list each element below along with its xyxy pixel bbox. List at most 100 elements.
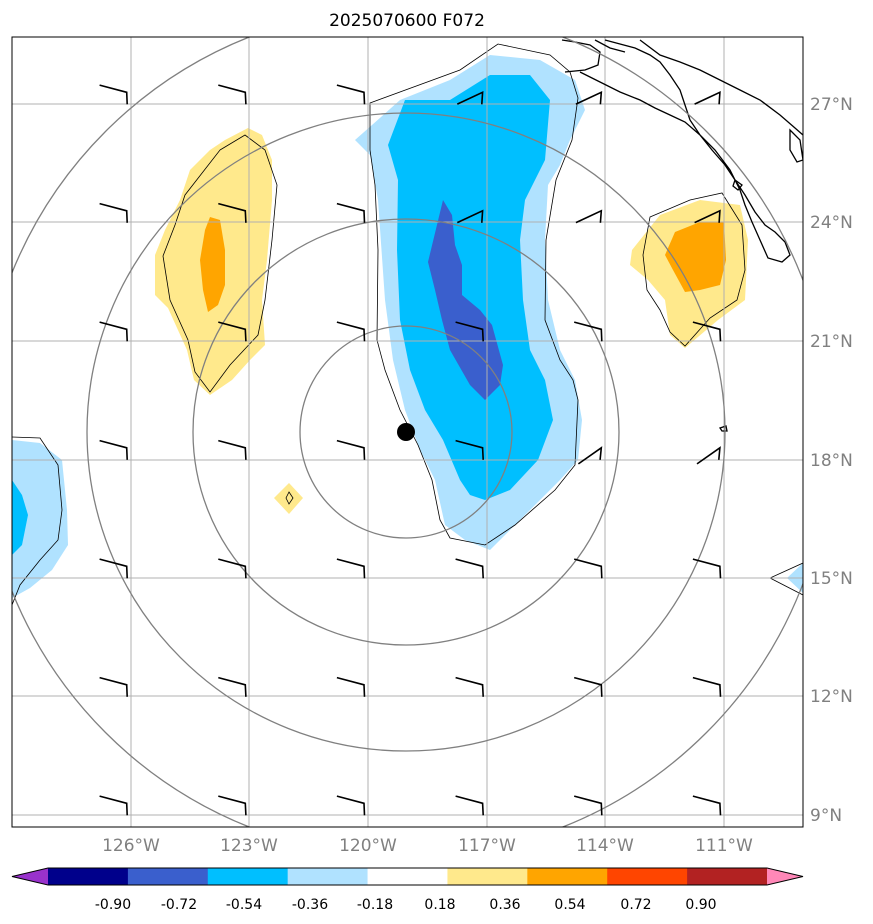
colorbar-segment — [48, 868, 129, 885]
map-frame — [11, 36, 804, 828]
colorbar-segment — [527, 868, 608, 885]
lat-label: 27°N — [810, 95, 853, 115]
colorbar-label: 0.54 — [554, 897, 585, 913]
colorbar-label: -0.54 — [226, 897, 262, 913]
colorbar-label: 0.36 — [489, 897, 520, 913]
lat-label: 18°N — [810, 451, 853, 471]
gridlines — [12, 37, 803, 827]
wind-barb — [573, 321, 603, 342]
anomaly-negative-dark — [428, 200, 503, 400]
colorbar-segment — [447, 868, 528, 885]
wind-barb — [218, 558, 247, 579]
colorbar-segment — [367, 868, 448, 885]
colorbar-label: -0.72 — [161, 897, 197, 913]
wind-barb — [0, 441, 9, 460]
lon-label: 111°W — [695, 836, 753, 856]
wind-barb — [455, 558, 484, 579]
wind-barb — [692, 676, 722, 697]
colorbar — [11, 867, 804, 886]
map-area — [0, 37, 803, 827]
colorbar-segment — [687, 868, 768, 885]
wind-barb — [336, 202, 366, 223]
lon-label: 120°W — [339, 836, 397, 856]
colorbar-outline — [11, 867, 804, 886]
wind-barb — [456, 209, 484, 224]
lon-label: 117°W — [458, 836, 516, 856]
wind-barb — [575, 90, 603, 105]
colorbar-label: -0.36 — [292, 897, 328, 913]
wind-barb — [336, 558, 366, 579]
lat-label: 15°N — [810, 569, 853, 589]
wind-barb — [0, 796, 9, 815]
wind-barb — [218, 676, 247, 697]
colorbar-extend-low — [12, 868, 48, 885]
wind-barb — [336, 321, 366, 342]
wind-barb — [336, 795, 366, 816]
colorbar-label: -0.18 — [357, 897, 393, 913]
wind-barb — [218, 795, 247, 816]
wind-barb — [218, 84, 247, 105]
wind-barb — [0, 322, 9, 341]
colorbar-segment — [607, 868, 688, 885]
wind-barb — [455, 795, 484, 816]
lat-label: 9°N — [810, 806, 842, 826]
wind-barb — [692, 795, 722, 816]
wind-barb — [0, 85, 9, 104]
wind-barb — [573, 795, 603, 816]
lon-labels: 126°W 123°W 120°W 117°W 114°W 111°W — [102, 836, 753, 856]
anomaly-negative-mid — [388, 75, 553, 500]
colorbar-label: -0.90 — [95, 897, 131, 913]
wind-barb — [99, 439, 128, 460]
anomaly-positive-east-orange — [665, 222, 726, 292]
wind-barb — [575, 209, 603, 224]
lon-label: 126°W — [102, 836, 160, 856]
lat-label: 24°N — [810, 213, 853, 233]
wind-barb — [573, 558, 603, 579]
figure-title: 2025070600 F072 — [329, 11, 485, 31]
colorbar-label: 0.90 — [685, 897, 716, 913]
wind-barb — [455, 321, 484, 342]
lat-label: 21°N — [810, 332, 853, 352]
wind-barb — [694, 209, 721, 224]
wind-barb — [577, 446, 603, 465]
wind-barb — [0, 204, 9, 223]
colorbar-label: 0.72 — [620, 897, 651, 913]
wind-barb — [99, 202, 128, 223]
wind-barb — [336, 84, 366, 105]
wind-barb — [692, 558, 722, 579]
wind-barb — [99, 795, 128, 816]
range-rings — [12, 37, 803, 827]
lat-label: 12°N — [810, 687, 853, 707]
lon-label: 114°W — [576, 836, 634, 856]
wind-barb — [218, 321, 247, 342]
wind-barb — [694, 91, 721, 105]
wind-barb — [0, 678, 9, 697]
wind-barb — [336, 676, 366, 697]
anomaly-positive-small — [274, 483, 303, 514]
wind-barb — [99, 321, 128, 342]
colorbar-segment — [207, 868, 289, 885]
storm-center-marker — [397, 423, 415, 441]
wind-barb — [455, 439, 484, 460]
colorbar-extend-high — [767, 868, 803, 885]
anomaly-negative-west-edge — [12, 440, 68, 598]
wind-barb — [573, 676, 603, 697]
wind-barb — [455, 676, 484, 697]
lat-labels: 27°N 24°N 21°N 18°N 15°N 12°N 9°N — [810, 95, 853, 826]
contour-lines — [12, 43, 803, 606]
wind-barb — [336, 439, 366, 460]
wind-barb — [456, 91, 484, 105]
wind-barb — [99, 558, 128, 579]
wind-barb — [99, 676, 128, 697]
wind-barb — [99, 84, 128, 105]
wind-barbs — [0, 84, 722, 816]
wind-barb — [692, 321, 722, 342]
colorbar-label: 0.18 — [424, 897, 455, 913]
coastline — [561, 39, 803, 432]
colorbar-segment — [287, 868, 369, 885]
colorbar-labels: -0.90 -0.72 -0.54 -0.36 -0.18 0.18 0.36 … — [95, 897, 717, 913]
wind-barb — [218, 202, 247, 223]
wind-barb — [696, 446, 721, 465]
wind-barb — [0, 559, 9, 578]
